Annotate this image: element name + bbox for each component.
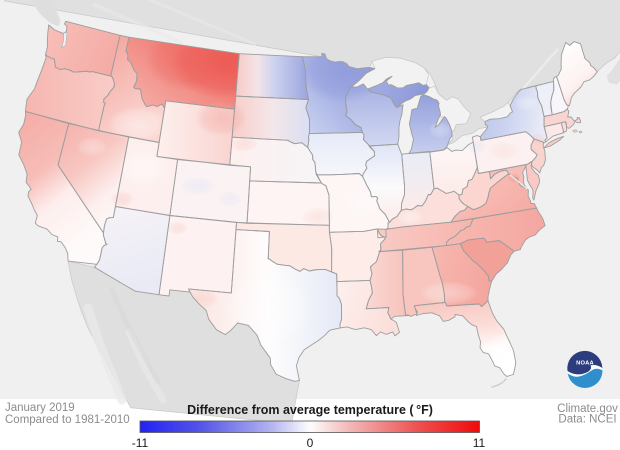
svg-text:-11: -11	[132, 436, 149, 450]
svg-text:Compared to 1981-2010: Compared to 1981-2010	[5, 414, 130, 426]
svg-text:11: 11	[473, 436, 486, 450]
svg-text:0: 0	[307, 436, 314, 450]
svg-text:Difference from average temper: Difference from average temperature ( °F…	[187, 403, 433, 417]
svg-text:Climate.gov: Climate.gov	[557, 403, 618, 415]
svg-text:NOAA: NOAA	[576, 361, 594, 367]
svg-text:January 2019: January 2019	[5, 402, 75, 414]
svg-text:Data: NCEI: Data: NCEI	[558, 414, 616, 426]
